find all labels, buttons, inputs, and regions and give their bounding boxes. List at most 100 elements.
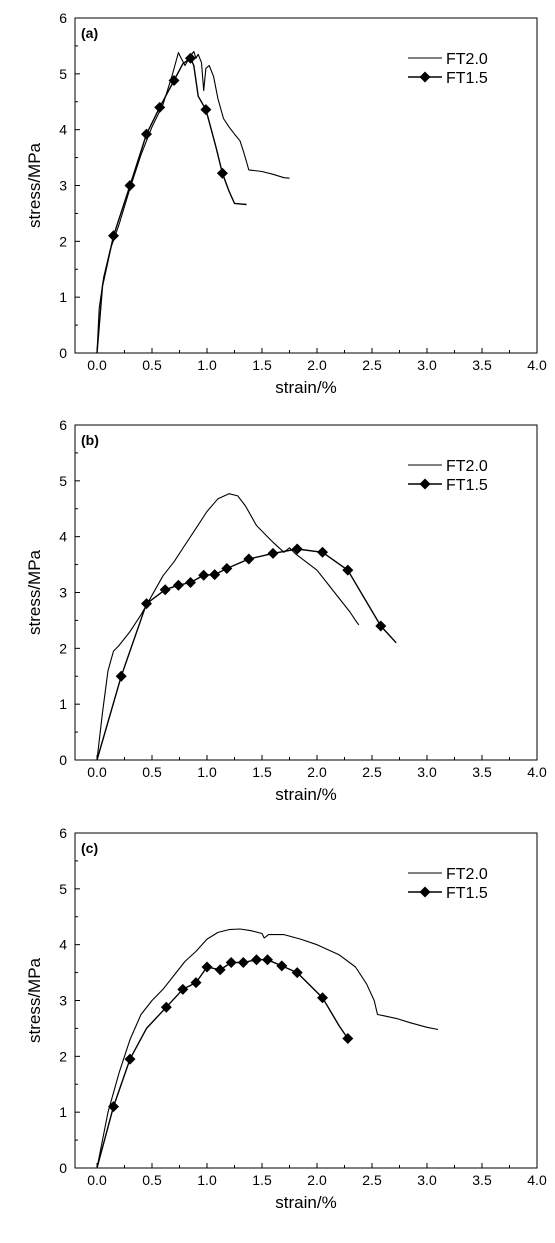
x-tick-label: 3.0: [417, 764, 437, 780]
data-point: [291, 967, 303, 979]
data-point: [209, 569, 221, 581]
series-line-ft15: [96, 959, 349, 1169]
data-point: [317, 546, 328, 558]
x-axis-title: strain/%: [275, 1193, 336, 1212]
plot-frame: [74, 832, 538, 1169]
legend-marker: [419, 478, 431, 490]
y-tick-label: 3: [59, 585, 67, 601]
y-tick-label: 5: [59, 881, 67, 897]
x-tick-label: 0.0: [87, 357, 107, 373]
data-point: [200, 104, 212, 116]
legend-label: FT2.0: [446, 866, 488, 883]
x-tick-label: 3.0: [417, 357, 437, 373]
legend-label: FT1.5: [446, 70, 488, 87]
legend-label: FT1.5: [446, 477, 488, 494]
data-point: [262, 954, 273, 966]
x-tick-label: 2.5: [362, 1172, 382, 1188]
y-tick-label: 1: [59, 696, 67, 712]
series-line-ft20: [96, 493, 360, 761]
data-point: [375, 620, 387, 632]
y-tick-label: 4: [59, 122, 67, 138]
y-tick-label: 6: [59, 825, 67, 841]
y-tick-label: 6: [59, 417, 67, 433]
data-point: [237, 957, 249, 969]
series-line-ft20: [96, 928, 439, 1169]
data-point: [342, 1032, 354, 1044]
x-tick-label: 2.0: [307, 357, 327, 373]
series-line-ft15: [96, 548, 397, 761]
data-point: [251, 954, 262, 966]
y-tick-label: 0: [59, 752, 67, 768]
plot-frame: [74, 424, 538, 761]
data-point: [214, 964, 226, 976]
panel-label: (b): [81, 432, 99, 448]
y-axis-title: stress/MPa: [25, 549, 44, 635]
y-tick-label: 2: [59, 1048, 67, 1064]
data-point: [185, 576, 196, 588]
y-axis-title: stress/MPa: [25, 957, 44, 1043]
data-point: [185, 52, 196, 64]
y-tick-label: 0: [59, 345, 67, 361]
y-tick-label: 6: [59, 10, 67, 26]
x-tick-label: 1.0: [197, 357, 217, 373]
data-point: [124, 1053, 136, 1065]
x-tick-label: 2.0: [307, 764, 327, 780]
x-tick-label: 1.0: [197, 1172, 217, 1188]
x-tick-label: 3.0: [417, 1172, 437, 1188]
data-point: [160, 1001, 172, 1013]
plot-frame: [74, 17, 538, 354]
data-point: [141, 598, 152, 610]
y-axis-title: stress/MPa: [25, 142, 44, 228]
data-point: [177, 983, 189, 995]
y-tick-label: 1: [59, 289, 67, 305]
y-tick-label: 3: [59, 178, 67, 194]
panel-label: (a): [81, 25, 98, 41]
x-tick-label: 3.5: [472, 1172, 492, 1188]
x-tick-label: 3.5: [472, 357, 492, 373]
x-axis-title: strain/%: [275, 378, 336, 397]
x-tick-label: 2.0: [307, 1172, 327, 1188]
x-tick-label: 1.5: [252, 357, 272, 373]
data-point: [216, 167, 228, 179]
x-tick-label: 0.0: [87, 764, 107, 780]
y-tick-label: 0: [59, 1160, 67, 1176]
chart-panel: 0.0 0.5 1.0 1.5 2.0 2.5 3.0 3.5 4.0 0 1 2 3 4 5 6 strain…: [25, 10, 547, 397]
legend-marker: [419, 886, 431, 898]
data-point: [141, 128, 152, 140]
data-point: [108, 230, 119, 242]
legend-label: FT2.0: [446, 458, 488, 475]
y-tick-label: 4: [59, 937, 67, 953]
data-point: [115, 670, 127, 682]
x-axis-title: strain/%: [275, 785, 336, 804]
legend-label: FT2.0: [446, 51, 488, 68]
data-point: [168, 75, 180, 87]
x-tick-label: 1.0: [197, 764, 217, 780]
legend-marker: [419, 71, 431, 83]
data-point: [342, 564, 354, 576]
legend-label: FT1.5: [446, 885, 488, 902]
x-tick-label: 0.5: [142, 1172, 162, 1188]
y-tick-label: 5: [59, 66, 67, 82]
y-tick-label: 2: [59, 233, 67, 249]
x-tick-label: 2.5: [362, 764, 382, 780]
x-tick-label: 0.0: [87, 1172, 107, 1188]
data-point: [276, 960, 288, 972]
x-tick-label: 0.5: [142, 357, 162, 373]
panel-label: (c): [81, 840, 98, 856]
data-point: [108, 1101, 119, 1113]
data-point: [172, 579, 184, 591]
x-tick-label: 0.5: [142, 764, 162, 780]
y-tick-label: 4: [59, 529, 67, 545]
y-tick-label: 1: [59, 1104, 67, 1120]
series-line-ft15: [96, 57, 247, 354]
data-point: [201, 961, 213, 973]
data-point: [154, 101, 166, 113]
series-line-ft20: [96, 50, 290, 354]
x-tick-label: 1.5: [252, 764, 272, 780]
data-point: [225, 957, 237, 969]
data-point: [291, 543, 303, 555]
data-point: [124, 180, 136, 191]
data-point: [159, 584, 171, 596]
data-point: [190, 977, 202, 989]
